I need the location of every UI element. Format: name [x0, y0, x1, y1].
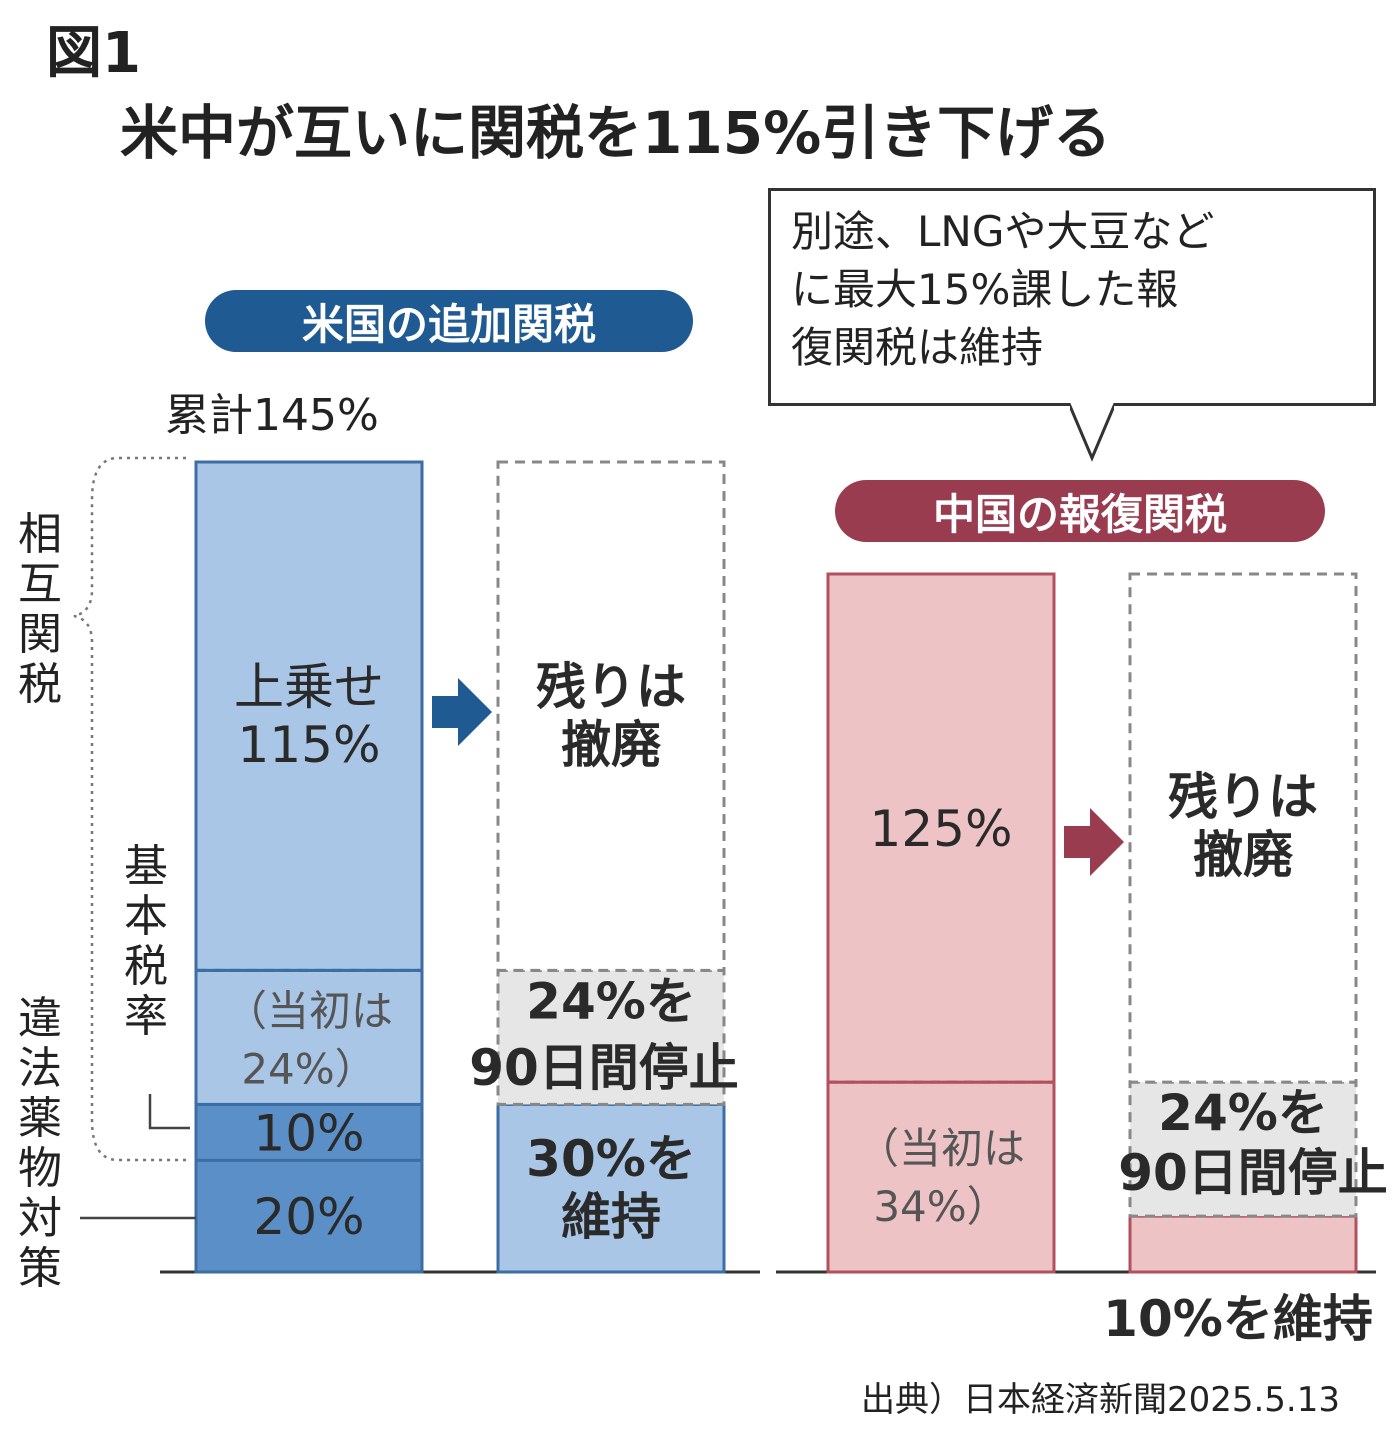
segment-label: 撤廃: [561, 716, 662, 774]
bar-segment: [1128, 1214, 1358, 1274]
segment-label: 24%を: [1158, 1084, 1328, 1142]
bar-segment: [194, 1158, 424, 1274]
segment-label: 20%: [253, 1188, 364, 1246]
segment-label: 34%）: [873, 1182, 1008, 1231]
bar-segment: [496, 1102, 726, 1274]
segment-label: 残りは: [536, 658, 686, 716]
note-line: 復関税は維持: [791, 323, 1044, 372]
bar-segment: [194, 1102, 424, 1162]
segment-label: 10%: [253, 1104, 364, 1162]
us-tariff-header: 米国の追加関税: [205, 290, 693, 352]
us-total-label: 累計145%: [165, 390, 379, 441]
bar-segment: [496, 968, 726, 1106]
arrow-icon: [432, 678, 492, 746]
segment-label: 残りは: [1168, 768, 1318, 826]
base-rate-leader: [148, 1094, 190, 1130]
after-extra-label: 10%を維持: [1103, 1290, 1373, 1348]
callout-tail: [1070, 402, 1114, 462]
china-note-callout: 別途、LNGや大豆など に最大15%課した報 復関税は維持: [768, 188, 1376, 406]
china-tariff-header: 中国の報復関税: [835, 480, 1325, 542]
segment-label: 125%: [870, 800, 1013, 858]
segment-label: 撤廃: [1193, 826, 1294, 884]
after-extra-label: 90日間停止: [469, 1039, 739, 1097]
bar-segment: [496, 460, 726, 972]
segment-label: 90日間停止: [1118, 1144, 1388, 1202]
bar-segment: [194, 968, 424, 1106]
segment-label: 30%を: [526, 1130, 696, 1188]
bar-segment: [826, 1080, 1056, 1274]
bar-segment: [826, 572, 1056, 1084]
chart-title: 米中が互いに関税を115%引き下げる: [120, 99, 1112, 167]
bar-segment: [1128, 1080, 1358, 1218]
reciprocal-tariff-side-label: 相互関税: [18, 509, 62, 710]
drug-measures-side-label: 違法薬物対策: [18, 993, 62, 1294]
bar-segment: [194, 460, 424, 972]
segment-label: 24%）: [241, 1044, 376, 1093]
arrow-icon: [1064, 808, 1124, 876]
note-line: 別途、LNGや大豆など: [791, 207, 1215, 256]
base-rate-side-label: 基本税率: [124, 841, 168, 1042]
segment-label: （当初は: [857, 1124, 1025, 1173]
segment-label: 上乗せ: [234, 658, 384, 716]
segment-label: 維持: [561, 1188, 661, 1246]
segment-label: 115%: [238, 716, 381, 774]
segment-label: （当初は: [225, 986, 393, 1035]
note-line: に最大15%課した報: [791, 265, 1179, 314]
figure-label: 図1: [46, 21, 141, 86]
bar-segment: [1128, 572, 1358, 1084]
segment-label: 24%を: [526, 972, 696, 1030]
reciprocal-bracket: [73, 456, 186, 1162]
source-note: 出典）日本経済新聞2025.5.13: [860, 1380, 1340, 1420]
